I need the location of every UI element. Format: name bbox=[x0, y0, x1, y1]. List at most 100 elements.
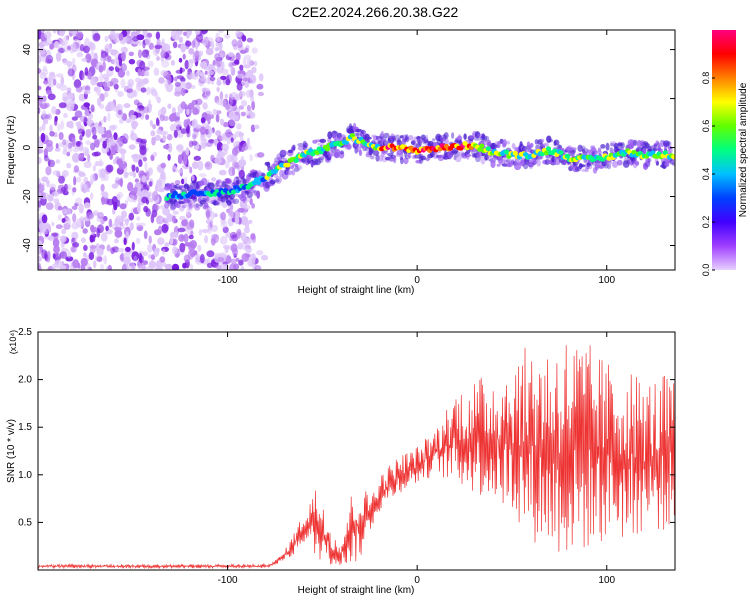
noise-cell bbox=[184, 242, 193, 247]
snr-ylabel: SNR (10 * v/v) bbox=[6, 419, 17, 483]
noise-cell bbox=[200, 30, 209, 34]
noise-cell bbox=[230, 231, 237, 239]
noise-cell bbox=[207, 129, 214, 135]
noise-cell bbox=[148, 260, 157, 269]
noise-cell bbox=[121, 63, 127, 72]
y-tick-label: 0.5 bbox=[18, 517, 32, 528]
noise-cell bbox=[118, 33, 124, 41]
noise-cell bbox=[216, 77, 221, 86]
noise-cell bbox=[163, 43, 171, 52]
noise-cell bbox=[140, 87, 147, 93]
ridge-halo-cell bbox=[607, 160, 612, 165]
noise-cell bbox=[172, 246, 178, 255]
noise-cell bbox=[200, 253, 205, 264]
noise-cell bbox=[100, 183, 105, 192]
noise-cell bbox=[81, 57, 88, 62]
ridge-halo-cell bbox=[358, 149, 363, 156]
noise-cell bbox=[242, 142, 249, 151]
ridge-halo-cell bbox=[213, 199, 218, 206]
noise-cell bbox=[45, 54, 54, 64]
noise-cell bbox=[239, 64, 244, 71]
x-tick-label: 0 bbox=[414, 275, 420, 286]
noise-cell bbox=[59, 30, 65, 37]
ridge-cell bbox=[564, 153, 570, 159]
noise-cell bbox=[90, 51, 95, 56]
noise-cell bbox=[161, 59, 170, 68]
noise-cell bbox=[89, 244, 97, 249]
noise-cell bbox=[91, 126, 97, 136]
noise-cell bbox=[160, 171, 166, 180]
noise-cell bbox=[155, 260, 162, 269]
noise-cell bbox=[38, 97, 43, 107]
noise-cell bbox=[86, 119, 94, 126]
ridge-halo-cell bbox=[200, 177, 208, 186]
noise-cell bbox=[260, 254, 269, 261]
noise-cell bbox=[217, 257, 225, 263]
noise-cell bbox=[125, 218, 130, 223]
noise-cell bbox=[197, 244, 202, 252]
ridge-halo-cell bbox=[570, 147, 577, 151]
noise-cell bbox=[55, 52, 62, 62]
ridge-halo-cell bbox=[294, 166, 300, 172]
noise-cell bbox=[127, 194, 135, 203]
noise-cell bbox=[240, 216, 249, 226]
noise-cell bbox=[106, 138, 113, 147]
ridge-halo-cell bbox=[187, 198, 191, 204]
noise-cell bbox=[96, 248, 104, 256]
noise-cell bbox=[89, 174, 96, 183]
ridge-halo-cell bbox=[235, 179, 242, 184]
ridge-halo-cell bbox=[327, 131, 333, 140]
y-tick-label: 1.5 bbox=[18, 422, 32, 433]
noise-cell bbox=[72, 57, 76, 67]
noise-cell bbox=[98, 81, 106, 86]
noise-cell bbox=[186, 222, 195, 231]
noise-cell bbox=[181, 218, 188, 227]
ridge-halo-cell bbox=[587, 164, 593, 170]
noise-cell bbox=[103, 86, 111, 92]
noise-cell bbox=[169, 113, 176, 122]
noise-cell bbox=[79, 115, 88, 123]
ridge-halo-cell bbox=[292, 144, 296, 151]
noise-cell bbox=[207, 70, 215, 76]
noise-cell bbox=[77, 128, 84, 135]
noise-cell bbox=[246, 69, 254, 78]
ridge-halo-cell bbox=[346, 143, 352, 151]
noise-cell bbox=[61, 228, 67, 235]
noise-cell bbox=[135, 107, 140, 113]
ridge-halo-cell bbox=[169, 204, 176, 211]
noise-cell bbox=[121, 214, 125, 220]
noise-cell bbox=[53, 30, 57, 34]
ridge-halo-cell bbox=[633, 139, 638, 146]
noise-cell bbox=[238, 141, 242, 152]
noise-cell bbox=[211, 177, 217, 182]
noise-cell bbox=[164, 242, 170, 247]
noise-cell bbox=[205, 48, 214, 56]
noise-cell bbox=[238, 91, 246, 97]
ridge-halo-cell bbox=[275, 178, 280, 183]
noise-cell bbox=[95, 243, 100, 249]
noise-cell bbox=[118, 163, 126, 170]
noise-cell bbox=[229, 263, 237, 270]
noise-cell bbox=[80, 237, 86, 243]
colorbar-tick-label: 0.0 bbox=[701, 264, 711, 277]
noise-cell bbox=[75, 86, 83, 93]
ridge-cell bbox=[216, 192, 222, 197]
noise-cell bbox=[166, 213, 173, 223]
ridge-halo-cell bbox=[605, 142, 610, 151]
y-tick-label: -20 bbox=[22, 189, 33, 204]
ridge-halo-cell bbox=[514, 163, 522, 171]
noise-cell bbox=[123, 103, 131, 109]
noise-cell bbox=[66, 103, 75, 112]
noise-cell bbox=[245, 109, 254, 117]
noise-cell bbox=[76, 218, 84, 228]
noise-cell bbox=[123, 237, 127, 246]
noise-cell bbox=[238, 159, 247, 167]
ridge-cell bbox=[504, 149, 510, 155]
noise-cell bbox=[142, 157, 148, 162]
noise-cell bbox=[140, 138, 147, 144]
noise-cell bbox=[83, 252, 87, 258]
noise-cell bbox=[144, 161, 148, 171]
ridge-halo-cell bbox=[468, 135, 474, 140]
noise-cell bbox=[100, 232, 108, 242]
